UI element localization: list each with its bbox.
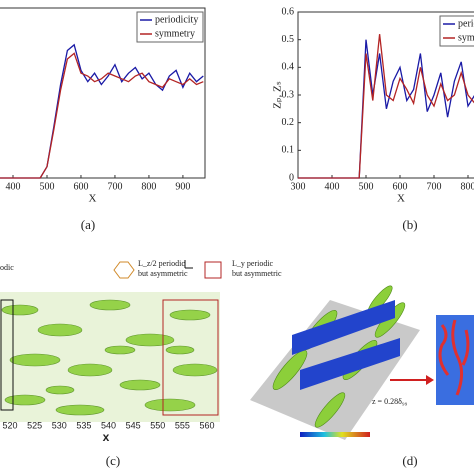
x-tick-label: 800 [461, 181, 474, 192]
slab [292, 300, 395, 355]
x-tick-label: 300 [291, 181, 306, 192]
legend-box [439, 15, 474, 47]
legend-text: but asymmetric [232, 269, 282, 278]
arrowhead [426, 375, 434, 385]
caption: (c) [106, 453, 120, 468]
x-tick-label: 540 [101, 420, 116, 430]
x-tick-label: 900 [175, 181, 190, 192]
legend-box [136, 11, 204, 43]
series-line [0, 52, 204, 179]
x-tick-label: 400 [325, 181, 340, 192]
legend-text: but asymmetric [138, 269, 188, 278]
x-axis-label: X [397, 193, 405, 205]
x-tick-label: 700 [107, 181, 122, 192]
plot-frame [0, 7, 206, 179]
x-tick-label: 500 [359, 181, 374, 192]
legend-label: symmetry [458, 32, 474, 43]
vortex-image [0, 260, 222, 422]
y-tick-label: 0 [289, 172, 294, 183]
x-tick-label: 550 [150, 420, 165, 430]
caption: (d) [402, 453, 417, 468]
box-red [162, 299, 219, 416]
legend-label: periodicity [458, 18, 474, 29]
plane-label: z = 0.28δ₉₉ [372, 397, 408, 406]
y-tick-label: 0.6 [282, 6, 295, 17]
x-axis-label: X [89, 193, 97, 205]
square-icon [204, 261, 222, 279]
vortex-blobs [1, 299, 218, 416]
legend-text: L_y periodic [232, 259, 274, 268]
series-line [0, 43, 204, 179]
y-axis-label: Zₚ, Zₛ [272, 81, 284, 109]
x-tick-label: 600 [73, 181, 88, 192]
x-axis-label: x [103, 430, 110, 444]
box-black [0, 299, 14, 411]
legend-text: odic [0, 263, 14, 272]
x-tick-label: 560 [199, 420, 214, 430]
colorbar [300, 432, 370, 437]
y-tick-label: 0.4 [282, 62, 295, 73]
series-line [298, 34, 474, 179]
x-tick-label: 525 [27, 420, 42, 430]
render-3d [250, 285, 474, 440]
x-tick-label: 600 [393, 181, 408, 192]
x-tick-label: 555 [175, 420, 190, 430]
slab [300, 338, 400, 390]
x-tick-label: 530 [52, 420, 67, 430]
axes-icon [184, 260, 193, 269]
legend-text: L_z/2 periodic [138, 259, 185, 268]
caption: (a) [81, 217, 95, 232]
y-tick-label: 0.3 [282, 89, 295, 100]
y-tick-label: 0.2 [282, 117, 295, 128]
inset [436, 315, 474, 405]
y-tick-label: 0.1 [282, 145, 295, 156]
legend-label: periodicity [155, 14, 198, 25]
legend-label: symmetry [155, 28, 195, 39]
x-tick-label: 535 [76, 420, 91, 430]
series-line [298, 39, 474, 179]
x-tick-label: 700 [427, 181, 442, 192]
x-tick-label: 520 [2, 420, 17, 430]
x-tick-label: 545 [126, 420, 141, 430]
y-tick-label: 0.5 [282, 34, 295, 45]
caption: (b) [402, 217, 417, 232]
x-tick-label: 800 [141, 181, 156, 192]
hexagon-icon [113, 261, 135, 279]
x-tick-label: 500 [39, 181, 54, 192]
inset-pattern [438, 319, 470, 396]
x-tick-label: 400 [6, 181, 21, 192]
